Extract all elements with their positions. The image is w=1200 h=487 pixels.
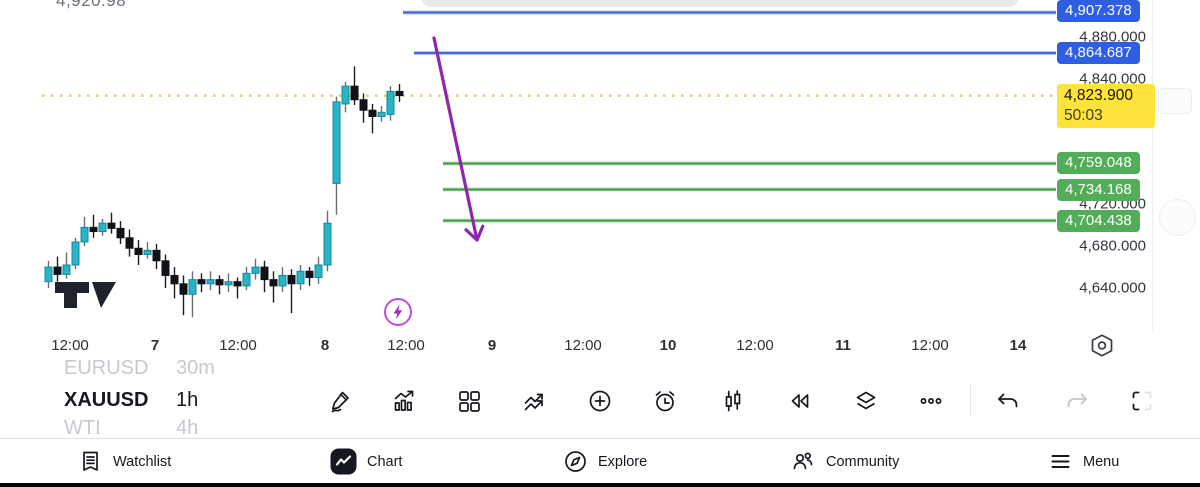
menu-hamburger-icon xyxy=(1051,455,1070,468)
ellipsis-icon xyxy=(920,398,942,404)
draw-button[interactable] xyxy=(328,388,354,414)
explore-compass-icon xyxy=(565,451,586,472)
nav-label: Explore xyxy=(598,453,648,470)
y-axis-tick: 4,640.000 xyxy=(1079,279,1146,297)
watchlist-row-wti[interactable]: WTI 4h xyxy=(0,417,320,443)
symbol-interval: 1h xyxy=(176,389,199,411)
indicators-icon xyxy=(394,390,414,411)
candlestick-series xyxy=(44,66,404,318)
fullscreen-icon xyxy=(1132,391,1152,411)
price-label-support-1[interactable]: 4,759.048 xyxy=(1057,152,1140,175)
y-axis-tick: 4,680.000 xyxy=(1079,237,1146,255)
toolbar-divider xyxy=(970,385,971,415)
layers-icon xyxy=(856,391,876,410)
clipped-price-text: 4,920.98 xyxy=(56,0,127,10)
trend-arrows-icon xyxy=(524,393,543,411)
bottom-navigation: Watchlist Chart Explore Community xyxy=(0,438,1200,484)
time-axis-label: 12:00 xyxy=(736,337,774,354)
nav-label: Watchlist xyxy=(113,453,172,470)
nav-label: Menu xyxy=(1083,453,1120,470)
redo-button[interactable] xyxy=(1064,388,1090,414)
time-axis-label: 12:00 xyxy=(387,337,425,354)
time-axis-label: 9 xyxy=(487,337,497,354)
community-people-icon xyxy=(793,452,813,470)
alert-button[interactable] xyxy=(652,388,678,414)
nav-label: Community xyxy=(826,453,900,470)
pencil-draw-icon xyxy=(331,391,349,413)
time-axis-label: 10 xyxy=(659,337,677,354)
symbol-interval: 30m xyxy=(176,357,215,379)
chart-type-button[interactable] xyxy=(720,388,746,414)
candles-icon xyxy=(725,390,741,412)
bar-replay-button[interactable] xyxy=(787,388,813,414)
grid-layout-icon xyxy=(459,391,480,412)
undo-icon xyxy=(998,393,1018,408)
lightning-icon xyxy=(384,298,412,326)
candlestick-chart[interactable] xyxy=(0,0,1200,362)
nut-settings-icon xyxy=(1091,334,1113,357)
add-button[interactable] xyxy=(587,388,613,414)
redo-icon xyxy=(1067,393,1087,408)
compare-button[interactable] xyxy=(522,388,548,414)
price-label-resistance-2[interactable]: 4,864.687 xyxy=(1057,42,1140,64)
time-axis-label: 14 xyxy=(1009,337,1027,354)
indicators-button[interactable] xyxy=(391,388,417,414)
chart-area[interactable]: 4,920.98 4,880.000 4,840.000 4,720.000 4,68… xyxy=(0,0,1200,362)
time-axis-label: 11 xyxy=(835,337,851,354)
layers-button[interactable] xyxy=(853,388,879,414)
watchlist-row-eurusd[interactable]: EURUSD 30m xyxy=(0,357,320,383)
nav-explore[interactable]: Explore xyxy=(563,439,647,484)
chart-settings-button[interactable] xyxy=(1088,333,1116,358)
alarm-clock-icon xyxy=(655,391,675,412)
time-axis-label: 7 xyxy=(150,337,160,354)
undo-button[interactable] xyxy=(995,388,1021,414)
bar-countdown: 50:03 xyxy=(1064,106,1103,124)
faded-top-overlay xyxy=(422,0,1018,7)
flash-badge[interactable] xyxy=(383,297,413,327)
fullscreen-button[interactable] xyxy=(1129,388,1155,414)
price-label-support-2[interactable]: 4,734.168 xyxy=(1057,178,1140,201)
current-price-label[interactable]: 4,823.900 50:03 xyxy=(1057,83,1155,128)
time-axis-label: 12:00 xyxy=(51,337,89,354)
drawn-arrow[interactable] xyxy=(432,36,485,242)
side-ghost-button[interactable] xyxy=(1158,88,1192,114)
layouts-button[interactable] xyxy=(456,388,482,414)
nav-chart-active[interactable]: Chart xyxy=(330,439,402,484)
rewind-icon xyxy=(791,394,809,408)
watchlist-icon xyxy=(83,451,98,471)
price-label-support-3[interactable]: 4,704.438 xyxy=(1057,209,1140,232)
time-axis-label: 12:00 xyxy=(911,337,949,354)
tradingview-watermark xyxy=(55,282,116,308)
side-ghost-circle-button[interactable] xyxy=(1159,199,1196,236)
nav-community[interactable]: Community xyxy=(790,439,899,484)
symbol-name: EURUSD xyxy=(64,357,149,379)
time-axis-label: 12:00 xyxy=(564,337,602,354)
y-axis-tick: 4,840.000 xyxy=(1079,70,1146,88)
more-button[interactable] xyxy=(918,388,944,414)
time-axis-label: 12:00 xyxy=(219,337,257,354)
symbol-name: XAUUSD xyxy=(64,389,149,411)
y-axis-tick: 4,880.000 xyxy=(1079,28,1146,46)
chart-tab-icon xyxy=(330,448,357,475)
symbol-name: WTI xyxy=(64,417,101,439)
price-label-resistance-1[interactable]: 4,907.378 xyxy=(1057,0,1140,22)
home-indicator-bar xyxy=(0,483,1200,487)
nav-menu[interactable]: Menu xyxy=(1048,439,1119,484)
time-axis-label: 8 xyxy=(320,337,330,354)
nav-watchlist[interactable]: Watchlist xyxy=(78,439,171,484)
nav-label: Chart xyxy=(367,453,403,470)
symbol-interval: 4h xyxy=(176,417,199,439)
current-price-value: 4,823.900 xyxy=(1064,86,1133,104)
watchlist-row-xauusd[interactable]: XAUUSD 1h xyxy=(0,389,320,415)
price-axis-border xyxy=(1152,0,1153,330)
plus-circle-icon xyxy=(589,390,611,412)
